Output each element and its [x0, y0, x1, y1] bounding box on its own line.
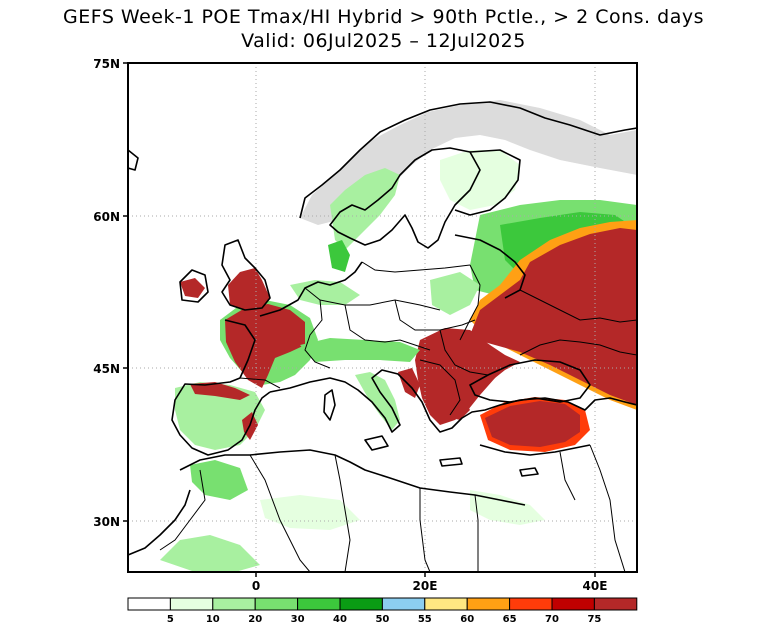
legend-swatch: [212, 597, 256, 611]
legend-label: 60: [460, 614, 474, 625]
legend-label: 30: [291, 614, 305, 625]
alps-green-region: [300, 338, 420, 362]
legend-swatch: [254, 597, 299, 611]
ireland-hot-region: [180, 278, 205, 298]
legend-label: 5: [167, 614, 174, 625]
finland-green-patch: [440, 150, 520, 210]
map-valid-date: Valid: 06Jul2025 – 12Jul2025: [241, 30, 526, 52]
balkans-hot-region: [415, 328, 505, 425]
lat-label: 75N: [93, 57, 120, 71]
legend-swatch: [466, 597, 511, 611]
legend-swatch: [551, 597, 595, 611]
legend-swatch: [169, 597, 214, 611]
legend-label: 40: [333, 614, 347, 625]
legend-label: 70: [545, 614, 559, 625]
lat-label: 45N: [93, 362, 120, 376]
north-africa-green: [160, 535, 260, 572]
legend-swatch: [127, 597, 171, 611]
legend-label: 75: [587, 614, 601, 625]
morocco-green: [190, 460, 248, 500]
graticule: [128, 63, 637, 572]
lon-label: 40E: [583, 579, 608, 593]
scandinavia-gray-region: [300, 100, 637, 225]
country-borders: [159, 261, 637, 572]
spain-north-hot: [190, 382, 250, 400]
legend-colorbar: [127, 597, 638, 611]
denmark-green: [328, 240, 350, 272]
legend-swatch: [509, 597, 553, 611]
egypt-green: [470, 490, 545, 525]
poland-green: [430, 272, 480, 315]
lat-label: 60N: [93, 210, 120, 224]
lat-label: 30N: [93, 515, 120, 529]
map-title: GEFS Week-1 POE Tmax/HI Hybrid > 90th Pc…: [63, 6, 704, 28]
lon-label: 20E: [413, 579, 438, 593]
legend-label: 10: [206, 614, 220, 625]
axis-ticks: [123, 62, 596, 577]
legend-swatch: [381, 597, 426, 611]
legend-swatch: [593, 597, 638, 611]
legend-label: 65: [503, 614, 517, 625]
legend-swatch: [424, 597, 468, 611]
map-area: [128, 63, 637, 572]
uk-hot-region: [228, 268, 270, 310]
lon-label: 0: [252, 579, 260, 593]
legend-label: 55: [418, 614, 432, 625]
legend-labels: 5 10 20 30 40 50 55 60 65 70 75: [167, 614, 601, 625]
coastlines: [128, 101, 637, 556]
map-frame: [127, 62, 638, 573]
spain-green-region: [175, 382, 265, 450]
italy-green-region: [355, 372, 400, 430]
legend-label: 20: [248, 614, 262, 625]
legend-swatch: [339, 597, 383, 611]
turkey-hot-region: [485, 401, 580, 447]
legend-swatch: [297, 597, 341, 611]
legend-label: 50: [375, 614, 389, 625]
